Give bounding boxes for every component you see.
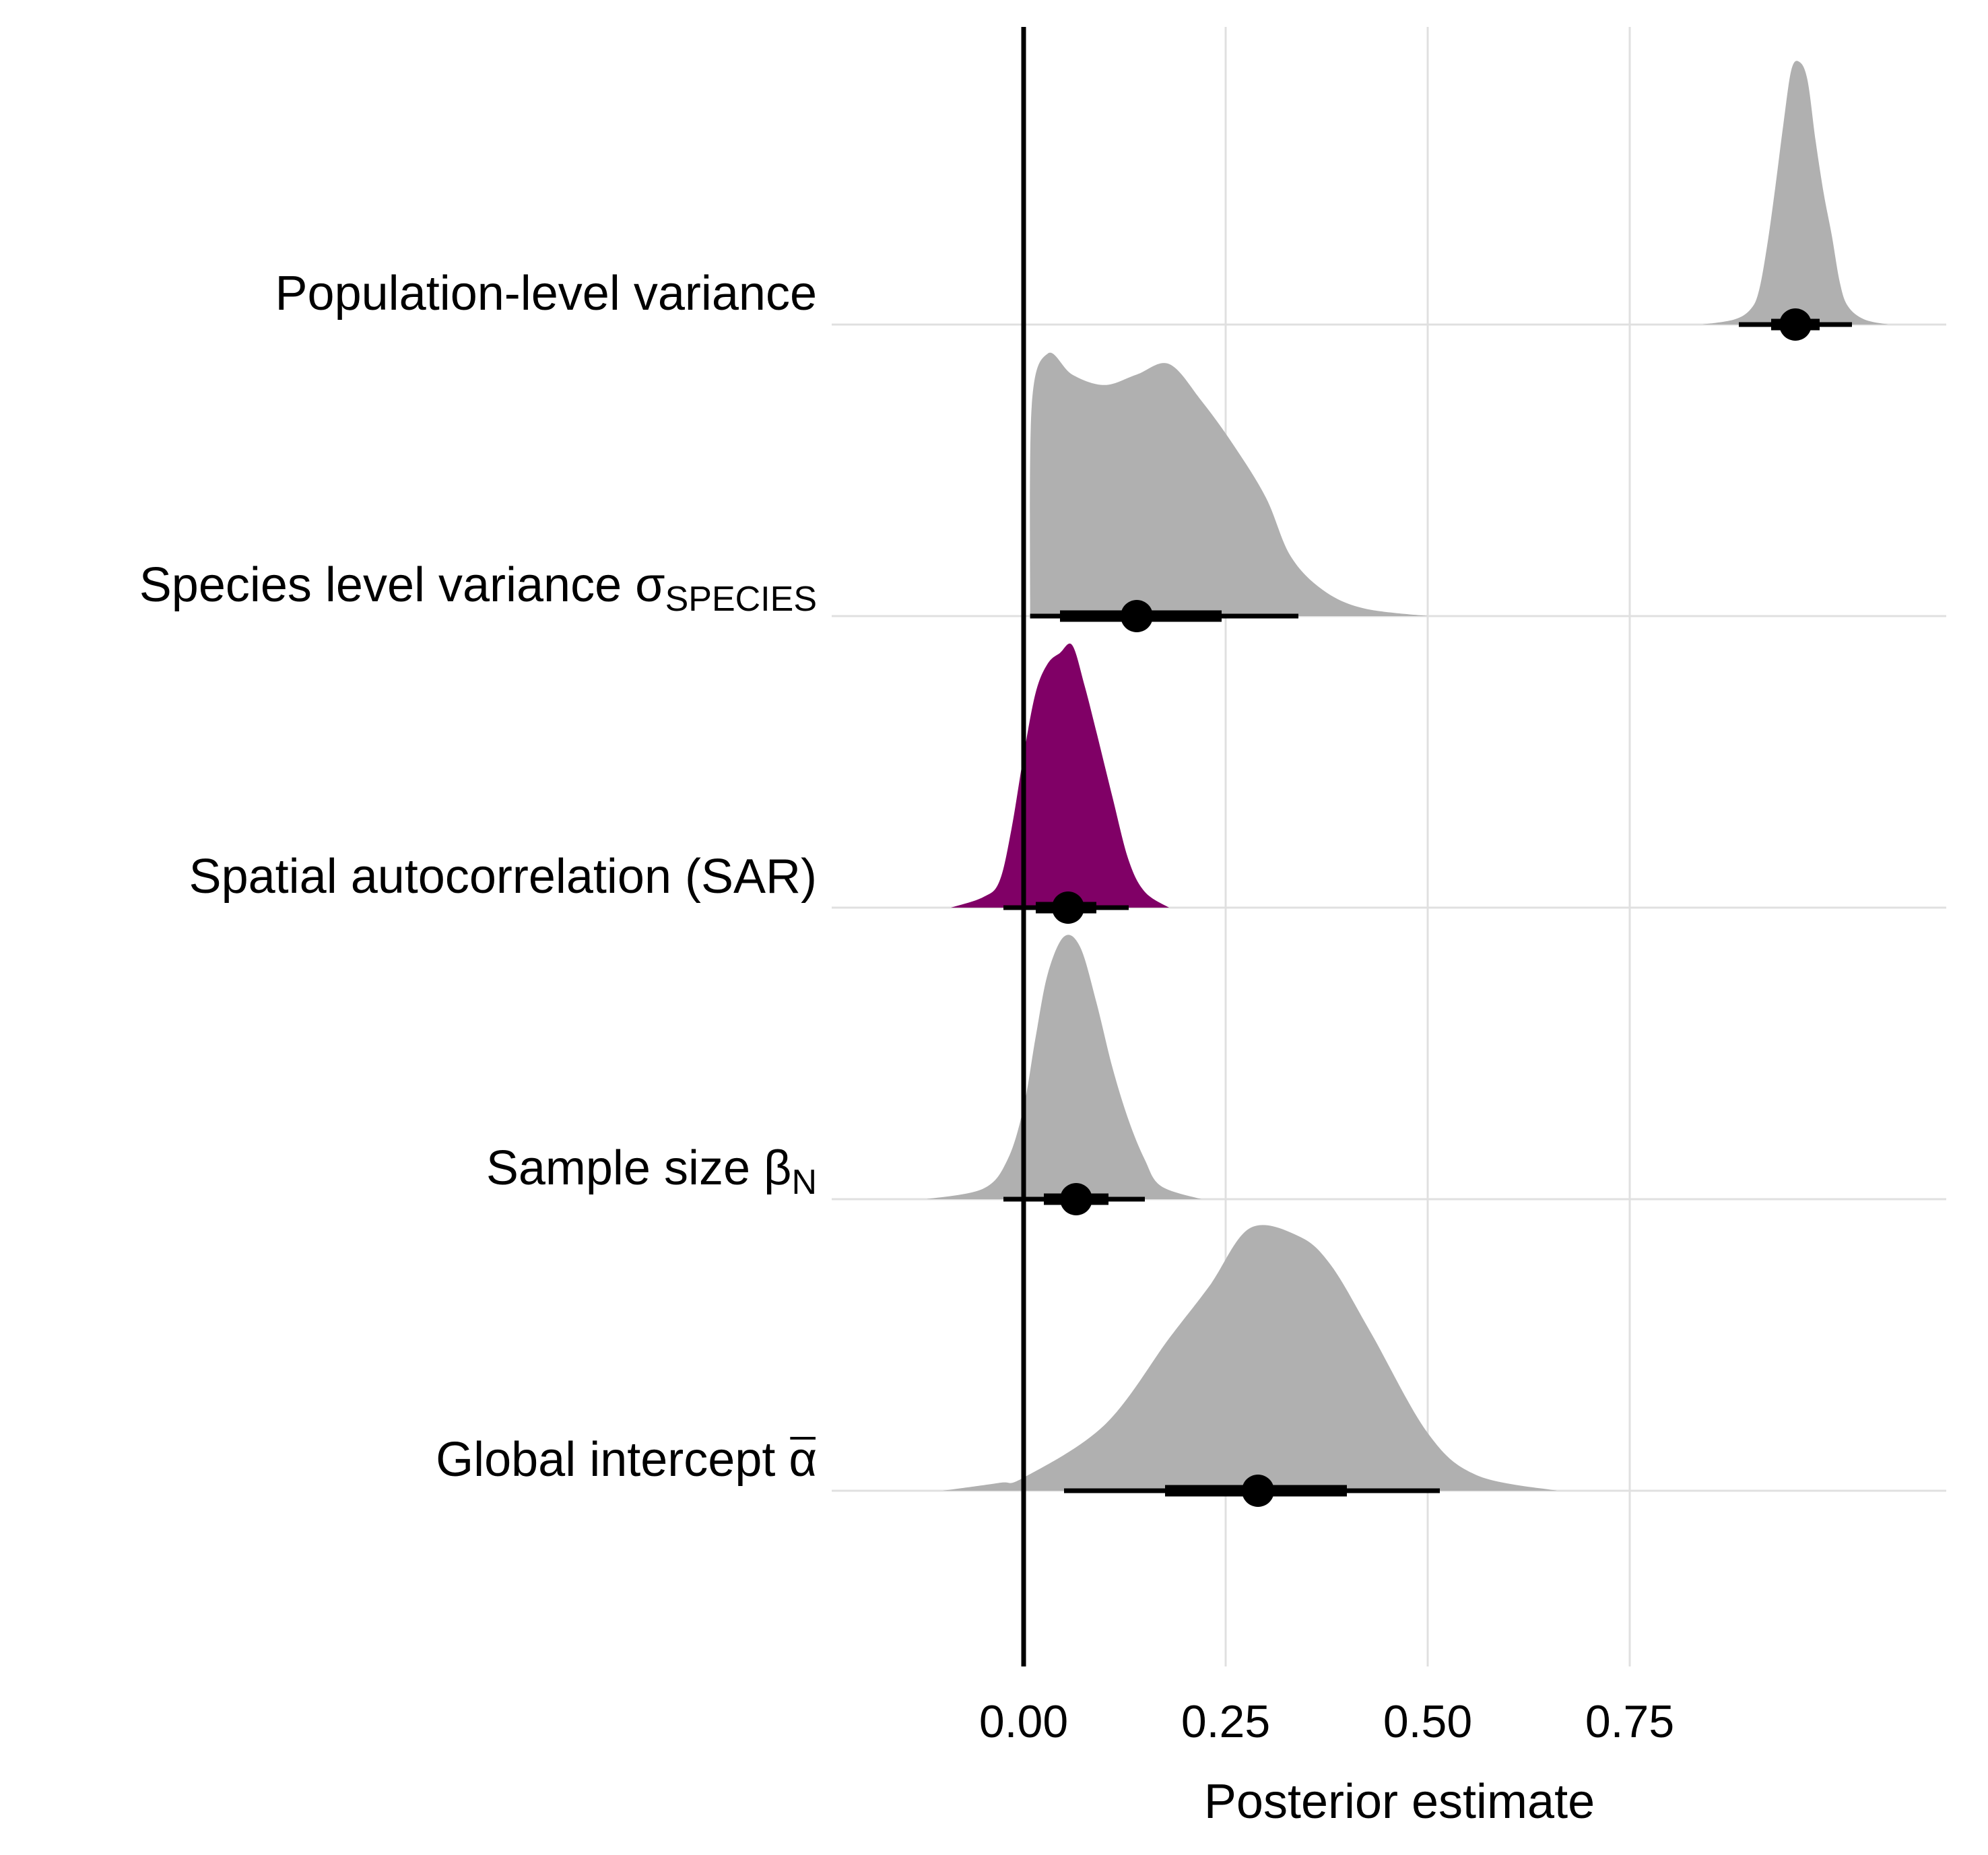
median-point-3 (1060, 1183, 1092, 1215)
y-label-0: Population-level variance (275, 267, 817, 321)
y-label-2: Spatial autocorrelation (SAR) (189, 850, 817, 904)
y-label-3: Sample size βN (486, 1141, 817, 1202)
median-point-1 (1121, 600, 1153, 632)
x-tick-label: 0.75 (1585, 1696, 1674, 1747)
density-3 (927, 935, 1201, 1199)
median-point-4 (1242, 1475, 1274, 1507)
y-label-4: Global intercept α (436, 1433, 817, 1487)
median-point-2 (1052, 891, 1084, 924)
density-2 (951, 643, 1169, 908)
x-axis-tick-labels: 0.00 0.25 0.50 0.75 (979, 1696, 1674, 1747)
density-curves (927, 61, 1888, 1491)
x-tick-label: 0.50 (1383, 1696, 1472, 1747)
x-tick-label: 0.25 (1181, 1696, 1270, 1747)
credible-intervals (1003, 308, 1852, 1507)
density-1 (1030, 352, 1428, 616)
y-axis-labels: Population-level variance Species level v… (139, 267, 817, 1487)
median-point-0 (1779, 308, 1812, 341)
x-tick-label: 0.00 (979, 1696, 1068, 1747)
density-0 (1702, 61, 1888, 325)
y-label-1: Species level variance σSPECIES (139, 558, 817, 619)
density-4 (943, 1225, 1557, 1491)
x-axis-title: Posterior estimate (1204, 1775, 1595, 1829)
